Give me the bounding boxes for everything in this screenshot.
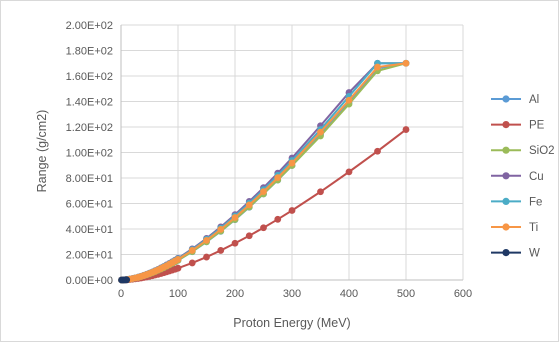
series-line <box>122 63 406 280</box>
series-pe <box>118 126 409 283</box>
y-tick-label: 2.00E+02 <box>66 20 113 32</box>
range-vs-energy-chart: 0.00E+00 2.00E+01 4.00E+01 6.00E+01 8.00E+01… <box>1 1 558 341</box>
data-point <box>346 168 353 175</box>
legend-swatch-marker <box>502 95 509 102</box>
x-tick-labels: 0 100 200 300 400 500 600 <box>118 288 472 300</box>
x-tick-label: 300 <box>283 288 301 300</box>
series-line <box>122 63 406 280</box>
y-tick-label: 2.00E+01 <box>66 250 113 262</box>
gridlines <box>121 25 463 280</box>
y-tick-label: 1.80E+02 <box>66 46 113 58</box>
data-point <box>203 254 210 261</box>
data-point <box>289 160 296 167</box>
data-point <box>175 265 182 272</box>
data-point <box>246 232 253 239</box>
y-tick-label: 1.20E+02 <box>66 122 113 134</box>
data-point <box>189 260 196 267</box>
data-point <box>217 226 224 233</box>
data-point <box>317 188 324 195</box>
data-point <box>232 240 239 247</box>
legend-entry-sio2: SiO2 <box>491 145 555 157</box>
data-point <box>403 126 410 133</box>
y-tick-label: 8.00E+01 <box>66 173 113 185</box>
series-lines <box>118 60 409 284</box>
data-point <box>346 97 353 104</box>
series-line <box>122 63 406 280</box>
series-sio2 <box>118 60 409 284</box>
legend-entry-ti: Ti <box>491 222 538 234</box>
x-tick-label: 200 <box>226 288 244 300</box>
data-point <box>289 207 296 214</box>
legend-label: Al <box>529 94 539 106</box>
legend-entry-pe: PE <box>491 120 545 132</box>
data-point <box>260 224 267 231</box>
y-tick-label: 0.00E+00 <box>66 275 113 287</box>
y-tick-label: 1.00E+02 <box>66 148 113 160</box>
y-tick-label: 1.40E+02 <box>66 97 113 109</box>
y-tick-label: 1.60E+02 <box>66 71 113 83</box>
series-ti <box>118 60 409 284</box>
legend-entry-al: Al <box>491 94 539 106</box>
x-tick-label: 500 <box>397 288 415 300</box>
data-point <box>123 276 130 283</box>
legend-label: SiO2 <box>529 145 555 157</box>
legend-entry-w: W <box>491 248 540 260</box>
x-axis-title: Proton Energy (MeV) <box>233 316 350 330</box>
x-tick-label: 400 <box>340 288 358 300</box>
data-point <box>374 148 381 155</box>
legend: Al PE SiO2 Cu Fe Ti W <box>491 94 555 260</box>
data-point <box>274 216 281 223</box>
legend-swatch-marker <box>502 121 509 128</box>
legend-entry-cu: Cu <box>491 171 544 183</box>
legend-swatch-marker <box>502 249 509 256</box>
series-w <box>118 276 130 283</box>
legend-label: W <box>529 248 540 260</box>
legend-swatch-marker <box>502 198 509 205</box>
x-tick-label: 0 <box>118 288 124 300</box>
y-axis-title: Range (g/cm2) <box>35 110 49 193</box>
series-line <box>122 63 406 280</box>
series-fe <box>118 60 409 284</box>
x-tick-label: 100 <box>169 288 187 300</box>
legend-label: PE <box>529 120 545 132</box>
data-point <box>246 202 253 209</box>
series-al <box>118 60 409 284</box>
data-point <box>189 247 196 254</box>
data-point <box>274 174 281 181</box>
data-point <box>217 247 224 254</box>
legend-swatch-marker <box>502 147 509 154</box>
data-point <box>317 129 324 136</box>
legend-label: Fe <box>529 196 542 208</box>
data-point <box>260 188 267 195</box>
data-point <box>403 60 410 67</box>
legend-label: Cu <box>529 171 544 183</box>
series-line <box>122 63 406 280</box>
series-cu <box>118 60 409 284</box>
legend-swatch-marker <box>502 223 509 230</box>
legend-entry-fe: Fe <box>491 196 542 208</box>
y-tick-label: 4.00E+01 <box>66 224 113 236</box>
y-tick-label: 6.00E+01 <box>66 199 113 211</box>
data-point <box>203 237 210 244</box>
data-point <box>175 256 182 263</box>
legend-label: Ti <box>529 222 538 234</box>
data-point <box>232 214 239 221</box>
x-tick-label: 600 <box>454 288 472 300</box>
legend-swatch-marker <box>502 172 509 179</box>
data-point <box>374 64 381 71</box>
y-tick-labels: 0.00E+00 2.00E+01 4.00E+01 6.00E+01 8.00E+01… <box>66 20 113 287</box>
